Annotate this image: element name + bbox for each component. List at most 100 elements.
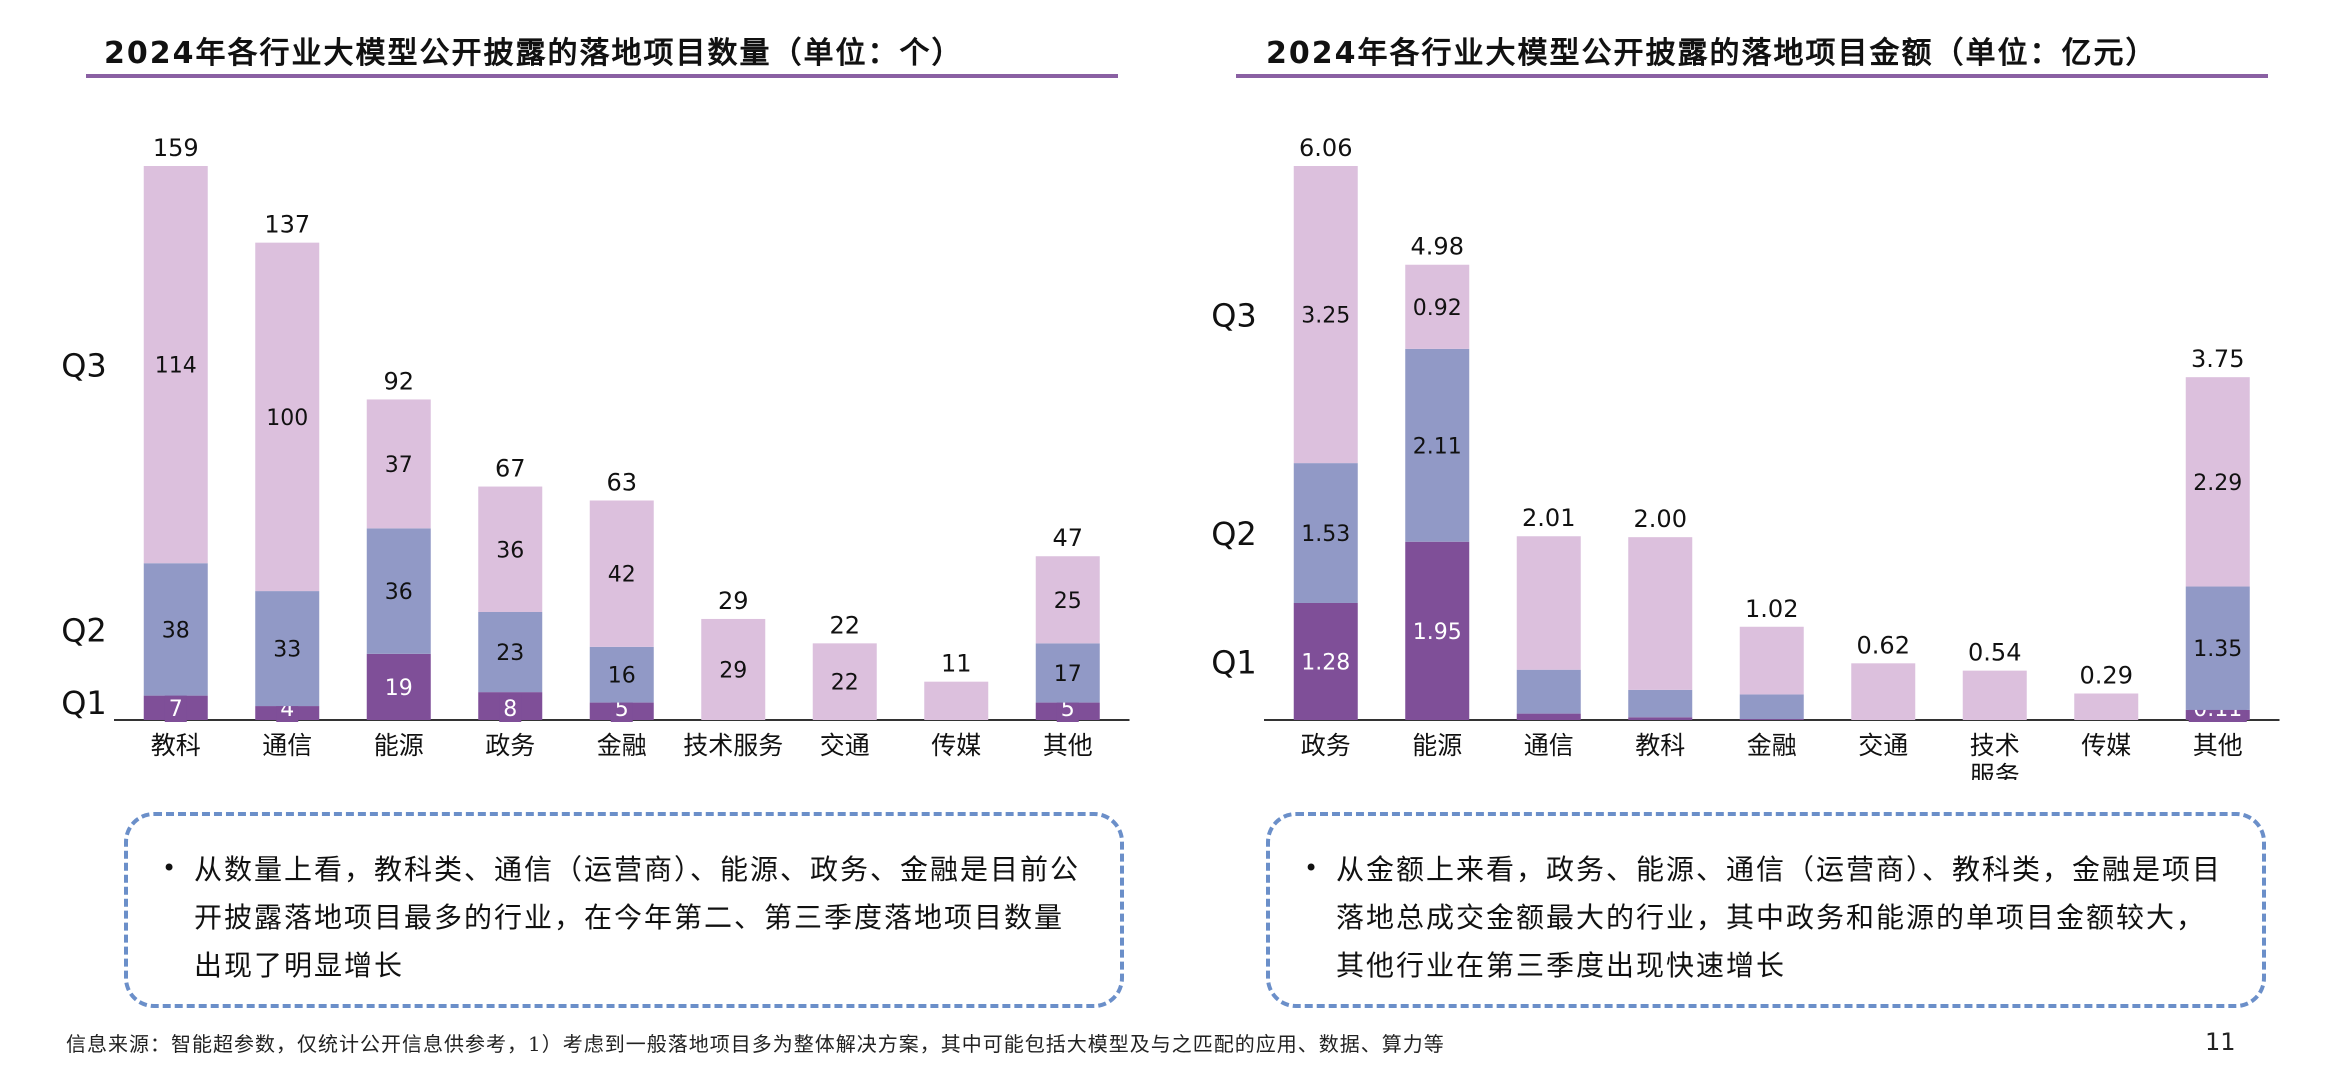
note-box-count: • 从数量上看，教科类、通信（运营商）、能源、政务、金融是目前公开披露落地项目最… bbox=[124, 812, 1124, 1008]
bar-segment-q2 bbox=[1035, 643, 1100, 703]
data-label-q3: 42 bbox=[608, 563, 636, 588]
category-label: 金融 bbox=[1747, 731, 1797, 760]
data-label-q2: 17 bbox=[1054, 662, 1082, 687]
note-text-amount: 从金额上来看，政务、能源、通信（运营商）、教科类，金融是项目落地总成交金额最大的… bbox=[1336, 853, 2223, 982]
bar-segment-q3 bbox=[1739, 626, 1804, 695]
bar-segment-q3 bbox=[701, 618, 766, 720]
page-number: 11 bbox=[2205, 1028, 2236, 1056]
bar-segment-q2 bbox=[1739, 694, 1804, 720]
total-label: 63 bbox=[606, 468, 637, 496]
data-label-q2: 38 bbox=[162, 618, 190, 643]
total-label: 2.01 bbox=[1522, 504, 1575, 532]
total-label: 0.29 bbox=[2080, 661, 2133, 689]
quarter-label-q2: Q2 bbox=[1211, 515, 1257, 553]
total-label: 137 bbox=[264, 211, 310, 239]
note-bullet: • bbox=[1304, 854, 1319, 882]
bar-segment-q1 bbox=[1739, 719, 1804, 720]
total-label: 11 bbox=[941, 650, 972, 678]
bar-segment-q3 bbox=[1293, 166, 1358, 464]
category-label: 通信 bbox=[262, 731, 312, 760]
data-label-q1: 19 bbox=[385, 676, 413, 701]
bar-segment-q1 bbox=[1516, 713, 1581, 720]
bar-segment-q3 bbox=[255, 242, 320, 592]
bar-segment-q2 bbox=[1293, 463, 1358, 603]
footer-source: 信息来源：智能超参数，仅统计公开信息供参考，1）考虑到一般落地项目多为整体解决方… bbox=[66, 1032, 1445, 1056]
category-label: 金融 bbox=[597, 731, 647, 760]
total-label: 1.02 bbox=[1745, 595, 1798, 623]
data-label-bg bbox=[499, 694, 522, 722]
data-label-q2: 36 bbox=[385, 580, 413, 605]
bar-segment-q3 bbox=[2185, 377, 2250, 587]
bar-segment-q2 bbox=[478, 611, 543, 693]
total-label: 6.06 bbox=[1299, 134, 1352, 162]
bar-segment-q2 bbox=[589, 646, 654, 703]
bar-segment-q1 bbox=[366, 653, 431, 720]
total-label: 0.54 bbox=[1968, 639, 2021, 667]
data-label-q1: 5 bbox=[1061, 697, 1075, 722]
category-label: 政务 bbox=[1301, 731, 1351, 760]
bar-segment-q3 bbox=[589, 500, 654, 647]
quarter-label-q2: Q2 bbox=[61, 611, 107, 649]
quarter-label-q1: Q1 bbox=[1211, 643, 1257, 681]
bar-segment-q2 bbox=[1405, 348, 1470, 542]
total-label: 4.98 bbox=[1411, 233, 1464, 261]
chart-title-amount: 2024年各行业大模型公开披露的落地项目金额（单位：亿元） bbox=[1266, 36, 2158, 71]
bar-segment-q3 bbox=[366, 399, 431, 529]
total-label: 3.75 bbox=[2191, 345, 2244, 373]
data-label-q3: 2.29 bbox=[2193, 471, 2242, 496]
bar-segment-q2 bbox=[1628, 689, 1693, 718]
bar-segment-q3 bbox=[812, 643, 877, 720]
data-label-bg bbox=[164, 694, 187, 722]
bar-segment-q2 bbox=[1516, 669, 1581, 714]
data-label-q3: 25 bbox=[1054, 589, 1082, 614]
category-label: 教科 bbox=[1635, 731, 1685, 760]
total-label: 22 bbox=[829, 611, 860, 639]
category-label: 其他 bbox=[2193, 731, 2243, 760]
data-label-q1: 1.28 bbox=[1301, 650, 1350, 675]
bar-segment-q3 bbox=[1628, 537, 1693, 690]
data-label-q3: 22 bbox=[831, 671, 859, 696]
total-label: 159 bbox=[153, 134, 199, 162]
total-label: 47 bbox=[1052, 524, 1083, 552]
bar-segment-q3 bbox=[1035, 556, 1100, 644]
data-label-q2: 1.35 bbox=[2193, 637, 2242, 662]
quarter-label-q1: Q1 bbox=[61, 684, 107, 722]
bar-segment-q3 bbox=[2074, 693, 2139, 720]
category-label: 通信 bbox=[1524, 731, 1574, 760]
bar-segment-q1 bbox=[1628, 717, 1693, 720]
title-rule-right bbox=[1236, 74, 2268, 78]
category-label: 能源 bbox=[1412, 731, 1462, 760]
bar-segment-q2 bbox=[366, 528, 431, 654]
bar-segment-q2 bbox=[2185, 586, 2250, 710]
data-label-q1: 5 bbox=[615, 697, 629, 722]
total-label: 67 bbox=[495, 455, 526, 483]
data-label-q3: 29 bbox=[719, 658, 747, 683]
bar-segment-q1 bbox=[1293, 602, 1358, 720]
bar-segment-q2 bbox=[255, 591, 320, 707]
data-label-q3: 3.25 bbox=[1301, 304, 1350, 329]
bar-segment-q3 bbox=[1851, 663, 1916, 720]
data-label-q2: 16 bbox=[608, 664, 636, 689]
total-label: 92 bbox=[383, 367, 414, 395]
bar-segment-q3 bbox=[1962, 670, 2027, 720]
title-rule-left bbox=[86, 74, 1118, 78]
quarter-label-q3: Q3 bbox=[1211, 297, 1257, 335]
data-label-q2: 2.11 bbox=[1413, 434, 1462, 459]
bar-segment-q2 bbox=[143, 563, 208, 696]
category-label: 服务 bbox=[1970, 761, 2020, 780]
note-bullet: • bbox=[162, 854, 177, 882]
data-label-q3: 37 bbox=[385, 453, 413, 478]
total-label: 0.62 bbox=[1857, 631, 1910, 659]
category-label: 交通 bbox=[1858, 731, 1908, 760]
total-label: 2.00 bbox=[1634, 505, 1687, 533]
category-label: 教科 bbox=[151, 731, 201, 760]
bar-segment-q3 bbox=[1405, 264, 1470, 349]
category-label: 能源 bbox=[374, 731, 424, 760]
data-label-q1: 1.95 bbox=[1413, 620, 1462, 645]
category-label: 其他 bbox=[1043, 731, 1093, 760]
category-label: 政务 bbox=[485, 731, 535, 760]
note-box-amount: • 从金额上来看，政务、能源、通信（运营商）、教科类，金融是项目落地总成交金额最… bbox=[1266, 812, 2266, 1008]
chart-project-count: 738114159教科433100137通信19363792能源8233667政… bbox=[61, 134, 1130, 760]
data-label-q3: 114 bbox=[155, 354, 197, 379]
note-text-count: 从数量上看，教科类、通信（运营商）、能源、政务、金融是目前公开披露落地项目最多的… bbox=[194, 853, 1081, 982]
